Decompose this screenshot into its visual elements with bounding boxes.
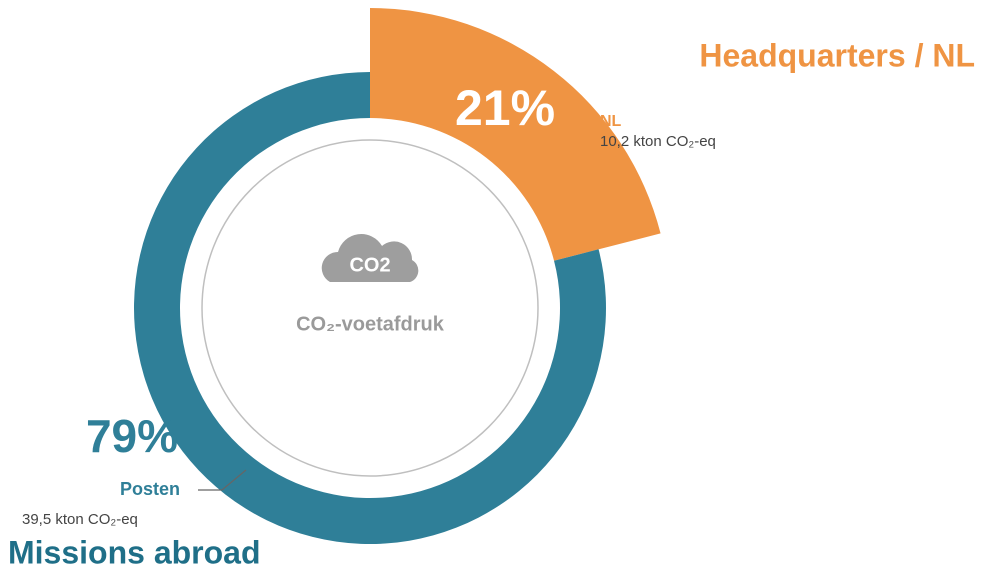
category-label: Posten <box>120 479 180 499</box>
category-label: NL <box>600 113 622 130</box>
pie-slice <box>370 8 661 261</box>
cloud-icon <box>321 234 419 282</box>
leader-line <box>198 469 247 491</box>
cloud-label: CO2 <box>349 254 390 276</box>
inner-circle <box>201 139 539 477</box>
value-label: 79% <box>86 410 178 462</box>
group-label: Headquarters / NL <box>699 37 975 73</box>
value-label: 21% <box>455 80 555 136</box>
center-label: CO₂-voetafdruk <box>296 313 445 335</box>
group-label: Missions abroad <box>8 534 261 570</box>
amount-label: 10,2 kton CO₂-eq <box>600 133 716 150</box>
amount-label: 39,5 kton CO₂-eq <box>22 511 138 528</box>
